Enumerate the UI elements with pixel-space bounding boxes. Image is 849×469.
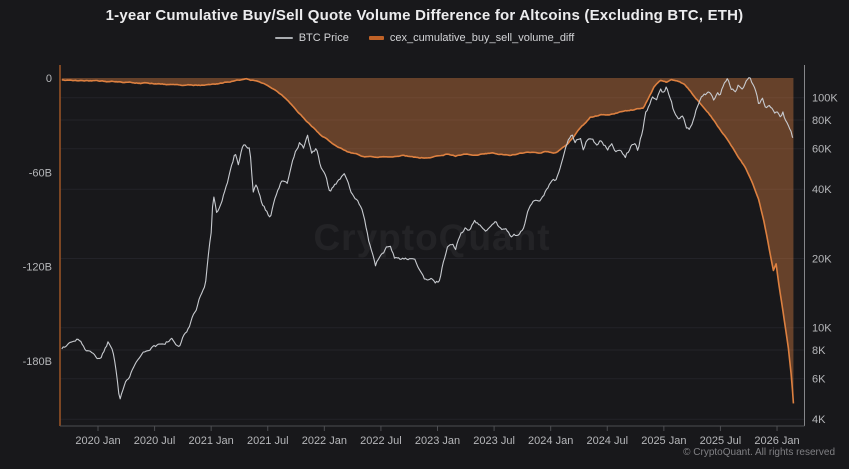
- legend-label-btc-price: BTC Price: [298, 32, 349, 44]
- left-axis-tick-label: -120B: [23, 262, 52, 274]
- copyright-notice: © CryptoQuant. All rights reserved: [683, 447, 835, 458]
- axes: [59, 65, 805, 427]
- x-axis-tick-label: 2024 Jan: [528, 435, 573, 447]
- right-axis-tick-label: 60K: [812, 144, 832, 156]
- x-axis-tick-label: 2025 Jul: [700, 435, 742, 447]
- left-axis-labels: 0 -60B -120B -180B: [23, 73, 52, 368]
- x-axis-tick-label: 2022 Jan: [302, 435, 347, 447]
- grid-lines: [60, 97, 805, 420]
- x-axis-tick-label: 2023 Jan: [415, 435, 460, 447]
- legend-item-volume-diff[interactable]: cex_cumulative_buy_sell_volume_diff: [368, 32, 575, 44]
- x-axis-tick-label: 2026 Jan: [754, 435, 799, 447]
- right-axis-tick-label: 20K: [812, 253, 832, 265]
- btc-price-line-swatch: [274, 37, 293, 39]
- x-axis-labels: 2020 Jan 2020 Jul 2021 Jan 2021 Jul 2022 Jan…: [75, 426, 800, 447]
- x-axis-tick-label: 2025 Jan: [641, 435, 686, 447]
- x-axis-tick-label: 2022 Jul: [360, 435, 402, 447]
- x-axis-tick-label: 2023 Jul: [473, 435, 515, 447]
- x-axis-tick-label: 2020 Jan: [75, 435, 120, 447]
- left-axis-tick-label: -60B: [29, 167, 52, 179]
- right-axis-tick-label: 100K: [812, 93, 838, 105]
- x-axis-tick-label: 2020 Jul: [134, 435, 176, 447]
- right-axis-tick-label: 6K: [812, 374, 826, 386]
- legend-item-btc-price[interactable]: BTC Price: [274, 32, 349, 44]
- left-axis-tick-label: 0: [46, 73, 52, 85]
- legend-label-volume-diff: cex_cumulative_buy_sell_volume_diff: [389, 32, 575, 44]
- x-axis-tick-label: 2024 Jul: [586, 435, 628, 447]
- chart-title: 1-year Cumulative Buy/Sell Quote Volume …: [105, 7, 744, 24]
- x-axis-tick-label: 2021 Jul: [247, 435, 289, 447]
- right-axis-labels: 100K 80K 60K 40K 20K 10K 8K 6K 4K: [812, 93, 838, 427]
- volume-diff-area-swatch: [368, 36, 384, 40]
- right-axis-tick-label: 80K: [812, 115, 832, 127]
- right-axis-tick-label: 10K: [812, 323, 832, 335]
- right-axis-tick-label: 4K: [812, 414, 826, 426]
- right-axis-tick-label: 40K: [812, 184, 832, 196]
- volume-diff-area[interactable]: [61, 78, 794, 404]
- x-axis-tick-label: 2021 Jan: [189, 435, 234, 447]
- left-axis-tick-label: -180B: [23, 356, 52, 368]
- plot-area[interactable]: [61, 77, 795, 404]
- btc-price-line[interactable]: [61, 77, 794, 400]
- volume-diff-line[interactable]: [61, 77, 795, 404]
- right-axis-tick-label: 8K: [812, 345, 826, 357]
- legend: BTC Price cex_cumulative_buy_sell_volume…: [0, 32, 849, 44]
